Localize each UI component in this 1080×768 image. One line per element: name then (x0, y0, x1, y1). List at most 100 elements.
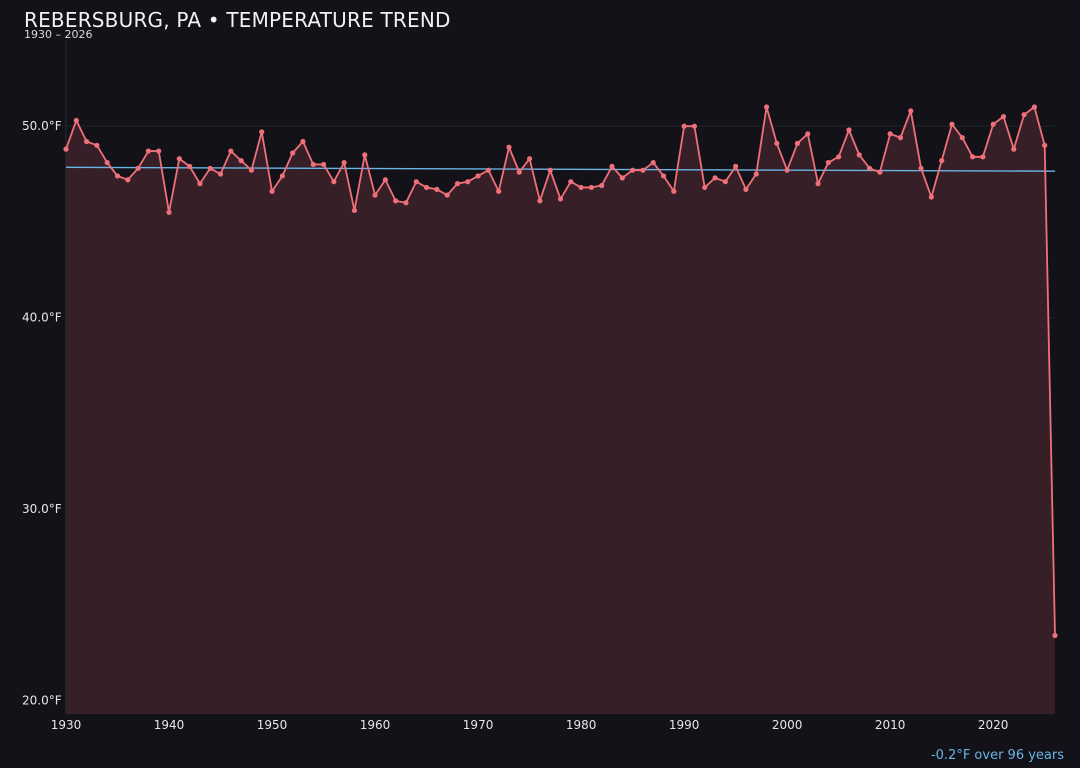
data-point (794, 140, 801, 146)
data-point (1031, 104, 1037, 110)
data-point (846, 127, 852, 133)
data-point (382, 177, 388, 183)
data-point (650, 159, 656, 166)
data-point (1052, 632, 1058, 639)
x-tick-label: 2000 (772, 718, 803, 732)
data-point (1011, 146, 1017, 152)
data-point (856, 152, 862, 158)
data-point (413, 179, 419, 185)
x-tick-label: 1940 (154, 718, 185, 732)
data-point (217, 171, 224, 177)
data-point (1000, 113, 1007, 120)
data-point (506, 144, 512, 150)
data-point (341, 159, 347, 166)
x-tick-label: 1960 (360, 718, 391, 732)
data-point (475, 173, 481, 179)
data-point (94, 142, 100, 148)
data-point (866, 165, 873, 171)
data-point (485, 167, 491, 173)
data-point (949, 121, 955, 127)
data-point (331, 179, 337, 185)
y-tick-label: 30.0°F (22, 502, 62, 516)
x-tick-label: 1970 (463, 718, 494, 732)
data-point (135, 165, 141, 171)
data-point (84, 138, 90, 145)
data-points-layer (63, 104, 1058, 639)
data-point (516, 169, 522, 175)
data-point (722, 179, 728, 185)
data-point (660, 173, 667, 179)
data-point (1042, 142, 1048, 148)
y-tick-labels: 20.0°F 30.0°F 40.0°F 50.0°F (22, 119, 62, 707)
data-point (228, 148, 234, 154)
data-point (877, 169, 883, 175)
data-point (496, 188, 502, 194)
data-point (393, 198, 399, 204)
data-point (434, 186, 440, 192)
data-point (156, 148, 162, 154)
data-point (743, 186, 749, 192)
data-point (372, 192, 378, 198)
data-point (980, 154, 986, 160)
trend-layer (65, 166, 1056, 172)
data-point (207, 165, 213, 171)
data-point (269, 188, 275, 194)
data-point (1021, 112, 1027, 118)
data-point (125, 177, 131, 183)
data-point (578, 184, 584, 191)
x-tick-label: 2010 (875, 718, 906, 732)
data-point (290, 150, 296, 156)
x-tick-label: 2020 (978, 718, 1009, 732)
data-point (753, 171, 759, 177)
x-tick-label: 1980 (566, 718, 597, 732)
data-point (671, 188, 677, 194)
data-point (702, 184, 708, 191)
data-point (279, 173, 285, 179)
chart-title: REBERSBURG, PA • TEMPERATURE TREND (24, 8, 451, 32)
data-point (145, 148, 152, 154)
data-point (733, 163, 739, 169)
data-point (526, 156, 533, 162)
data-point (691, 123, 698, 129)
data-point (908, 108, 914, 114)
trend-line (65, 166, 1056, 172)
data-point (176, 156, 182, 162)
x-tick-label: 1930 (51, 718, 82, 732)
chart-subtitle: 1930 – 2026 (24, 28, 93, 41)
data-point (588, 184, 595, 191)
area-fill (66, 107, 1055, 715)
data-point (918, 165, 924, 171)
data-point (619, 175, 625, 181)
data-point (444, 192, 450, 198)
data-point (465, 179, 471, 185)
data-point (640, 167, 646, 173)
x-tick-label: 1990 (669, 718, 700, 732)
data-point (166, 209, 172, 215)
data-point (990, 121, 996, 127)
data-point (805, 131, 811, 137)
data-point (73, 117, 79, 124)
data-point (939, 158, 945, 164)
data-point (681, 123, 687, 129)
data-point (248, 167, 255, 173)
data-point (815, 181, 821, 187)
data-point (599, 182, 605, 189)
data-point (547, 167, 553, 173)
data-point (712, 175, 718, 181)
data-point (454, 181, 461, 187)
x-tick-label: 1950 (257, 718, 288, 732)
data-point (300, 138, 306, 145)
data-point (197, 181, 203, 187)
data-point (104, 159, 110, 166)
data-point (836, 154, 842, 160)
data-point (238, 158, 244, 164)
y-tick-label: 40.0°F (22, 311, 62, 325)
data-point (969, 154, 976, 160)
data-point (630, 167, 636, 173)
data-point (887, 131, 893, 137)
data-point (320, 161, 327, 168)
trend-annotation: -0.2°F over 96 years (930, 748, 1064, 763)
data-point (763, 104, 770, 110)
data-point (897, 135, 904, 141)
